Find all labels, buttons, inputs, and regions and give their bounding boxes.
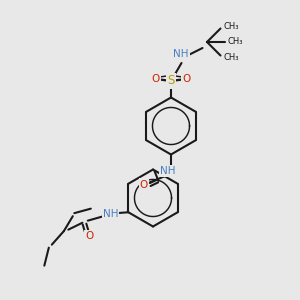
Text: O: O [140, 179, 148, 190]
Text: NH: NH [173, 49, 189, 59]
Text: NH: NH [160, 166, 176, 176]
Text: CH₃: CH₃ [224, 22, 239, 31]
Text: NH: NH [103, 209, 118, 219]
Text: CH₃: CH₃ [228, 38, 244, 46]
Text: CH₃: CH₃ [224, 53, 239, 62]
Text: O: O [85, 231, 93, 241]
Text: O: O [182, 74, 191, 84]
Text: S: S [167, 74, 175, 88]
Text: O: O [151, 74, 160, 84]
